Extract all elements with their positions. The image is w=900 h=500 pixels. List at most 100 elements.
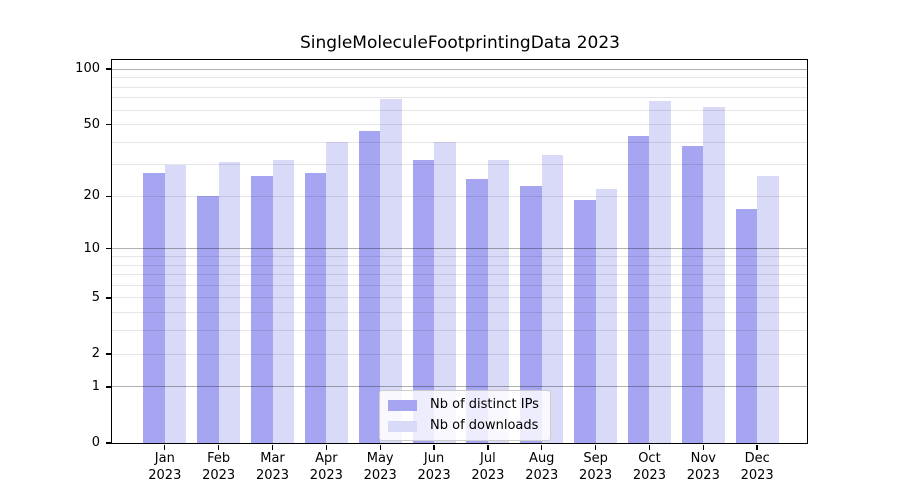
minor-gridline (112, 274, 807, 276)
y-tick-mark (105, 248, 111, 250)
bar-distinct-ips-sep (574, 200, 596, 443)
x-tick-label: Sep 2023 (564, 451, 628, 484)
x-tick-month: Apr (315, 451, 338, 466)
x-tick-label: Apr 2023 (294, 451, 358, 484)
legend-label-downloads: Nb of downloads (430, 418, 539, 433)
x-tick-mark (648, 444, 651, 450)
bar-downloads-oct (649, 101, 671, 443)
x-tick-label: May 2023 (348, 451, 412, 484)
x-tick-mark (541, 444, 543, 450)
x-tick-label: Feb 2023 (187, 451, 251, 484)
legend-item-distinct-ips: Nb of distinct IPs (388, 398, 539, 412)
major-gridline (112, 68, 807, 70)
bar-distinct-ips-jun (412, 159, 435, 443)
x-tick-year: 2023 (579, 467, 613, 483)
y-tick-label: 2 (91, 346, 100, 361)
x-tick-label: Mar 2023 (241, 451, 305, 484)
legend-label-distinct-ips: Nb of distinct IPs (430, 397, 539, 412)
minor-gridline (112, 297, 807, 299)
x-tick-mark (594, 444, 597, 450)
bar-downloads-jun (434, 142, 456, 443)
bar-downloads-nov (703, 107, 725, 443)
y-tick-mark (105, 353, 111, 355)
x-tick-mark (325, 444, 328, 450)
bar-downloads-mar (272, 159, 294, 443)
x-tick-label: Jan 2023 (133, 451, 197, 484)
minor-gridline (112, 141, 807, 143)
x-tick-label: Oct 2023 (617, 451, 681, 484)
y-tick-label: 5 (91, 289, 100, 305)
x-tick-month: May (366, 451, 394, 466)
y-tick-mark (105, 195, 111, 198)
y-tick-label: 1 (91, 378, 100, 394)
x-tick-year: 2023 (255, 467, 290, 483)
x-tick-month: Oct (638, 451, 661, 466)
x-tick-year: 2023 (363, 467, 397, 483)
minor-gridline (112, 86, 807, 88)
bar-downloads-feb (218, 162, 241, 443)
minor-gridline (112, 109, 807, 111)
bar-downloads-aug (541, 155, 564, 443)
y-tick-mark (105, 123, 111, 126)
x-tick-mark (217, 444, 220, 450)
bar-distinct-ips-dec (735, 208, 758, 443)
bar-downloads-jul (487, 159, 510, 443)
x-tick-year: 2023 (417, 467, 451, 483)
x-tick-month: Aug (529, 451, 555, 466)
x-tick-month: Jun (423, 451, 445, 466)
x-tick-mark (702, 444, 704, 450)
x-tick-month: Dec (744, 451, 770, 466)
x-tick-year: 2023 (148, 467, 182, 483)
y-tick-mark (105, 442, 111, 444)
x-tick-mark (271, 444, 274, 450)
x-tick-month: Mar (260, 451, 285, 466)
x-tick-mark (487, 444, 489, 450)
bar-distinct-ips-jan (143, 173, 165, 443)
x-tick-label: Dec 2023 (725, 451, 789, 484)
y-tick-label: 10 (83, 240, 100, 256)
chart-title: SingleMoleculeFootprintingData 2023 (300, 33, 620, 53)
x-tick-label: Jul 2023 (456, 451, 520, 484)
legend-swatch-distinct-ips (388, 399, 417, 411)
minor-gridline (112, 255, 807, 257)
x-tick-year: 2023 (471, 467, 505, 483)
y-tick-label: 20 (83, 188, 100, 204)
bar-downloads-sep (595, 189, 618, 443)
bar-distinct-ips-may (358, 131, 381, 443)
legend-item-downloads: Nb of downloads (388, 419, 539, 433)
x-tick-mark (379, 444, 381, 450)
x-tick-month: Nov (690, 451, 716, 466)
bar-distinct-ips-nov (681, 146, 704, 443)
y-tick-mark (105, 386, 111, 388)
minor-gridline (112, 353, 807, 355)
y-tick-mark (105, 297, 111, 299)
y-tick-label: 50 (83, 116, 100, 132)
bar-distinct-ips-feb (197, 196, 219, 443)
bar-distinct-ips-aug (520, 185, 542, 443)
legend: Nb of distinct IPs Nb of downloads (379, 390, 551, 441)
minor-gridline (112, 264, 807, 266)
bar-downloads-apr (326, 142, 348, 443)
x-tick-year: 2023 (309, 467, 343, 483)
x-tick-mark (164, 444, 166, 450)
bar-distinct-ips-apr (304, 173, 327, 443)
x-tick-year: 2023 (525, 467, 559, 483)
minor-gridline (112, 97, 807, 99)
major-gridline (112, 386, 807, 388)
x-tick-year: 2023 (202, 467, 236, 483)
x-tick-label: Nov 2023 (671, 451, 735, 484)
bar-downloads-dec (757, 176, 779, 443)
minor-gridline (112, 195, 807, 197)
x-tick-year: 2023 (740, 467, 774, 483)
minor-gridline (112, 164, 807, 166)
x-tick-month: Sep (583, 451, 608, 466)
x-tick-month: Feb (207, 451, 231, 466)
minor-gridline (112, 284, 807, 286)
x-tick-mark (433, 444, 435, 450)
minor-gridline (112, 124, 807, 126)
plot-area: Nb of distinct IPs Nb of downloads 100 50… (75, 59, 808, 483)
bar-downloads-jan (164, 164, 187, 443)
bar-distinct-ips-mar (251, 176, 273, 443)
bar-downloads-may (380, 98, 402, 443)
